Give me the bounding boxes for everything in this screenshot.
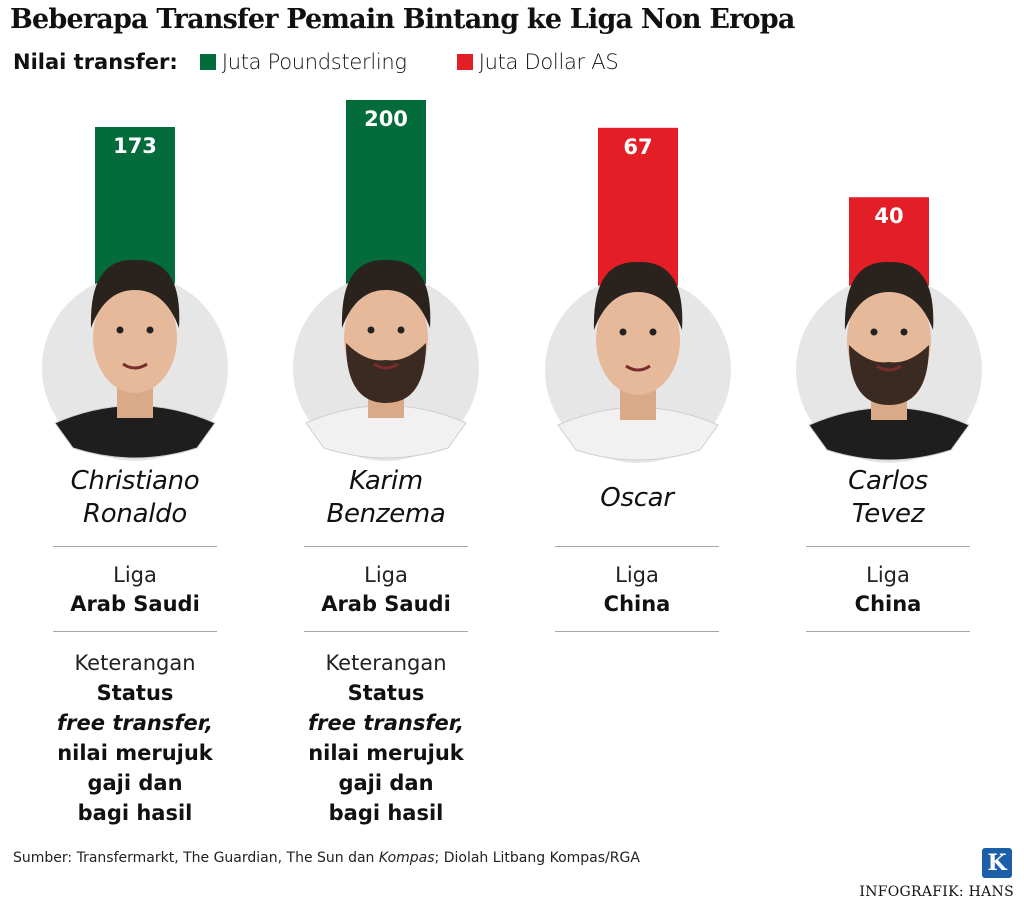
keterangan-line: nilai merujuk — [308, 741, 464, 765]
keterangan-line: gaji dan — [87, 771, 183, 795]
portrait-shoulders — [54, 405, 216, 459]
divider — [555, 546, 719, 547]
bar-value-label: 200 — [364, 107, 408, 131]
portrait-hair — [341, 259, 431, 328]
source-note: Sumber: Transfermarkt, The Guardian, The… — [13, 850, 640, 866]
divider — [555, 631, 719, 632]
legend-swatch-red — [456, 54, 473, 70]
credit-text: INFOGRAFIK: HANS — [859, 884, 1014, 900]
legend-swatch-green — [199, 54, 216, 70]
player-column-ronaldo: Christiano Ronaldo Liga Arab Saudi Keter… — [53, 460, 217, 828]
divider — [304, 631, 468, 632]
portrait-mouth — [876, 364, 902, 372]
portrait-shoulders — [305, 405, 467, 459]
player-name: Oscar — [600, 482, 674, 513]
divider — [806, 631, 970, 632]
player-portrait-icon — [796, 261, 982, 463]
keterangan-line: free transfer, — [308, 711, 464, 735]
liga-value: Arab Saudi — [321, 592, 451, 616]
divider — [806, 546, 970, 547]
liga-value: China — [603, 592, 671, 616]
player-column-tevez: Carlos Tevez Liga China — [806, 460, 970, 632]
liga-value: Arab Saudi — [70, 592, 200, 616]
divider — [53, 546, 217, 547]
keterangan-line: bagi hasil — [77, 801, 193, 825]
portrait-mouth — [373, 362, 399, 370]
player-column-oscar: Oscar Liga China — [555, 460, 719, 632]
keterangan-line: free transfer, — [57, 711, 213, 735]
keterangan-label: Keterangan — [74, 651, 196, 675]
portrait-beard — [849, 345, 929, 405]
portrait-eye — [649, 328, 657, 336]
portrait-eye — [367, 326, 375, 334]
legend: Nilai transfer: Juta Poundsterling Juta … — [13, 46, 619, 78]
portrait-shoulders — [808, 407, 970, 461]
portrait-face — [93, 283, 177, 393]
keterangan-line: nilai merujuk — [57, 741, 213, 765]
bar-value-label: 173 — [113, 134, 157, 158]
player-portrait-icon — [293, 259, 479, 461]
legend-label: Nilai transfer: — [13, 50, 178, 74]
keterangan-line: gaji dan — [338, 771, 434, 795]
divider — [304, 546, 468, 547]
portrait-hair — [844, 261, 934, 330]
liga-value: China — [854, 592, 922, 616]
portrait-hair — [90, 259, 180, 328]
kompas-logo-icon: K — [982, 848, 1012, 878]
portrait-eye — [619, 328, 627, 336]
chart-title: Beberapa Transfer Pemain Bintang ke Liga… — [10, 4, 795, 35]
legend-text-dollar: Juta Dollar AS — [478, 50, 619, 74]
portrait-hair — [593, 261, 683, 330]
portrait-eye — [900, 328, 908, 336]
portrait-shoulders — [557, 407, 719, 461]
player-name: Carlos Tevez — [848, 466, 928, 529]
divider — [53, 631, 217, 632]
liga-label: Liga — [615, 563, 659, 587]
bar-chart: 173 200 67 40 — [42, 100, 982, 463]
player-column-benzema: Karim Benzema Liga Arab Saudi Keterangan… — [304, 460, 468, 828]
portrait-eye — [397, 326, 405, 334]
legend-item-pound: Juta Poundsterling — [199, 50, 407, 74]
portrait-beard — [346, 343, 426, 403]
portrait-eye — [870, 328, 878, 336]
bar-value-label: 67 — [623, 135, 652, 159]
keterangan-line: bagi hasil — [328, 801, 444, 825]
liga-label: Liga — [364, 563, 408, 587]
keterangan-label: Keterangan — [325, 651, 447, 675]
liga-label: Liga — [866, 563, 910, 587]
legend-item-dollar: Juta Dollar AS — [456, 50, 619, 74]
player-portrait-icon — [545, 261, 731, 463]
portrait-mouth — [625, 364, 651, 372]
portrait-eye — [146, 326, 154, 334]
portrait-eye — [116, 326, 124, 334]
portrait-mouth — [122, 362, 148, 370]
portrait-face — [596, 285, 680, 395]
keterangan-line: Status — [347, 681, 425, 705]
player-name: Karim Benzema — [326, 466, 446, 529]
bar-value-label: 40 — [874, 204, 903, 228]
source-kompas: Kompas — [378, 850, 435, 866]
keterangan-line: Status — [96, 681, 174, 705]
player-portrait-icon — [42, 259, 228, 461]
legend-text-pound: Juta Poundsterling — [221, 50, 407, 74]
player-name: Christiano Ronaldo — [70, 466, 200, 529]
liga-label: Liga — [113, 563, 157, 587]
